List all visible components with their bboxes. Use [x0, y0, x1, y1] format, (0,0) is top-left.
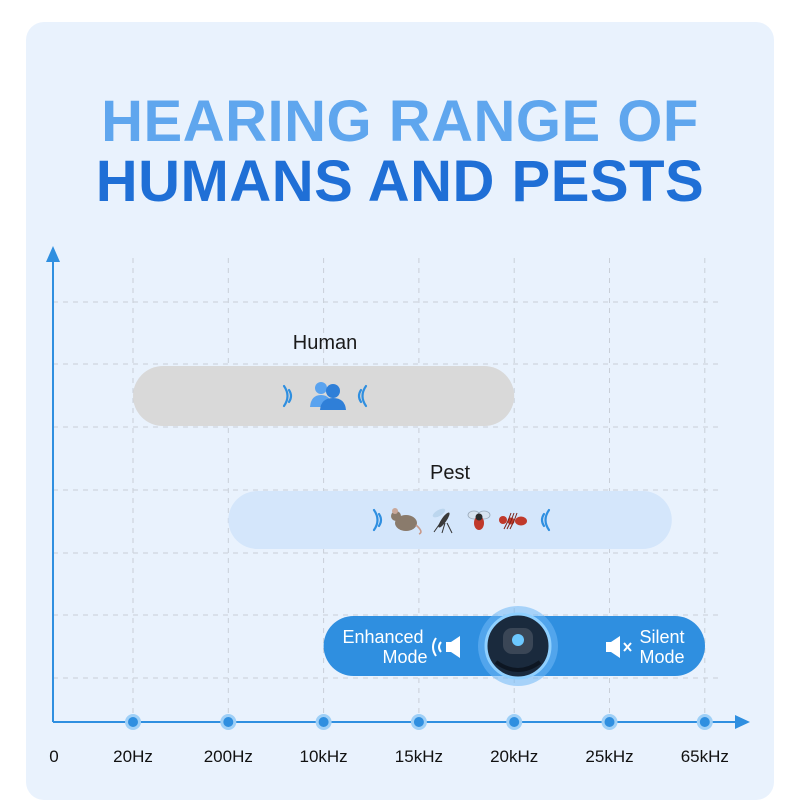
tick-dot-6 [699, 717, 710, 727]
tick-dot-3 [413, 717, 424, 727]
range-bar-pest [228, 491, 672, 549]
speaker-mute-icon-cone [611, 636, 620, 658]
speaker-mute-icon [606, 636, 632, 658]
sound-waves-icon-left [372, 508, 383, 532]
sound-waves-icon-left [282, 384, 293, 408]
mosquito-icon-body [438, 512, 450, 528]
people-icon-head-back [315, 382, 327, 394]
ant-icon-abdomen [515, 516, 527, 526]
sound-waves-icon-right [357, 384, 368, 408]
speaker-on-icon-wave1 [438, 641, 442, 653]
range-bar-label-human: Human [293, 332, 357, 354]
sound-waves-icon-left-arc2 [372, 508, 379, 532]
range-bar-group-pest: Pest [228, 462, 672, 549]
enhanced-mode-label-line2: Mode [382, 647, 427, 667]
device-base [494, 660, 542, 672]
tick-dot-1 [223, 717, 234, 727]
enhanced-mode-label-line1: Enhanced [342, 627, 423, 647]
people-icon-head-front [326, 384, 340, 398]
fly-icon-body [474, 516, 484, 530]
tick-dot-2 [318, 717, 329, 727]
ant-icon-leg-a0 [503, 520, 509, 530]
tick-label-2: 10kHz [300, 747, 348, 766]
rat-icon-tail [415, 524, 422, 535]
x-axis-arrow [735, 715, 750, 729]
tick-dot-5 [604, 717, 615, 727]
mosquito-icon-wing [432, 508, 446, 518]
ant-icon-head [499, 516, 507, 524]
tick-dot-0 [128, 717, 138, 727]
ant-icon-leg-b2 [513, 512, 518, 522]
tick-label-origin: 0 [49, 747, 58, 766]
range-bar-group-human: Human [133, 332, 515, 426]
sound-waves-icon-right-arc1 [357, 388, 363, 404]
tick-label-4: 20kHz [490, 747, 538, 766]
speaker-on-icon-cone [451, 636, 460, 658]
silent-mode-label-line2: Mode [639, 647, 684, 667]
rat-icon-body [395, 515, 417, 531]
tick-label-6: 65kHz [681, 747, 729, 766]
chart-title: HEARING RANGE OF HUMANS AND PESTS [0, 92, 800, 212]
x-ticks: 0 20Hz 200Hz 10kHz 15kHz 20kHz 25kHz 65kHz [49, 714, 729, 766]
mosquito-icon-leg1 [433, 521, 442, 533]
fly-icon [467, 510, 491, 530]
ant-icon-leg-a2 [509, 520, 515, 530]
fly-icon-head [475, 513, 483, 521]
tick-dot-4 [509, 717, 520, 727]
sound-waves-icon-right [540, 508, 551, 532]
sound-waves-icon-left-arc1 [287, 388, 293, 404]
silent-mode-label-line1: Silent [639, 627, 684, 647]
ant-icon-leg-a1 [506, 520, 512, 530]
speaker-on-icon [432, 636, 460, 658]
ant-icon-leg-b1 [510, 512, 515, 522]
y-axis-arrow [46, 246, 60, 262]
tick-label-3: 15kHz [395, 747, 443, 766]
sound-waves-icon-right-arc1 [540, 512, 546, 528]
grid-lines [53, 258, 720, 722]
mosquito-icon-leg2 [441, 522, 446, 534]
ant-icon [499, 512, 527, 530]
ant-icon-leg-b0 [507, 512, 512, 522]
sound-waves-icon-left-arc1 [377, 512, 383, 528]
people-icon-body-front [320, 398, 346, 410]
axes [46, 246, 750, 729]
tick-label-0: 20Hz [113, 747, 153, 766]
sound-waves-icon-right-arc2 [544, 508, 551, 532]
device-light [512, 634, 524, 646]
mosquito-icon [432, 508, 453, 534]
people-icon [310, 382, 346, 410]
title-line-2: HUMANS AND PESTS [95, 149, 705, 214]
rat-icon [391, 508, 422, 535]
repeller-device-image [478, 606, 558, 686]
sound-waves-icon-left-arc2 [282, 384, 289, 408]
title-line-1: HEARING RANGE OF [101, 89, 699, 154]
speaker-on-icon-box [446, 642, 451, 652]
tick-label-1: 200Hz [204, 747, 253, 766]
mosquito-icon-leg3 [446, 522, 453, 534]
speaker-on-icon-wave2 [432, 637, 437, 657]
range-bar-label-pest: Pest [430, 462, 470, 484]
sound-waves-icon-right-arc2 [361, 384, 368, 408]
speaker-mute-icon-x2 [623, 642, 632, 652]
speaker-mute-icon-box [606, 642, 611, 652]
rat-icon-ear [392, 508, 398, 514]
tick-label-5: 25kHz [585, 747, 633, 766]
